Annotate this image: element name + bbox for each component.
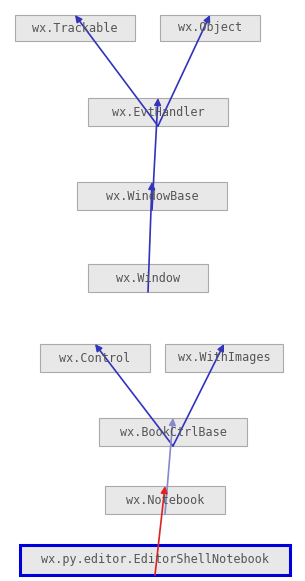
FancyBboxPatch shape: [15, 15, 135, 41]
FancyBboxPatch shape: [165, 344, 283, 372]
FancyBboxPatch shape: [40, 344, 150, 372]
FancyBboxPatch shape: [160, 15, 260, 41]
Text: wx.Window: wx.Window: [116, 271, 180, 285]
FancyBboxPatch shape: [105, 486, 225, 514]
FancyBboxPatch shape: [20, 545, 290, 575]
Text: wx.Control: wx.Control: [59, 352, 131, 364]
Text: wx.EvtHandler: wx.EvtHandler: [112, 106, 204, 119]
FancyBboxPatch shape: [88, 264, 208, 292]
Text: wx.WithImages: wx.WithImages: [178, 352, 270, 364]
FancyBboxPatch shape: [99, 418, 247, 446]
Text: wx.py.editor.EditorShellNotebook: wx.py.editor.EditorShellNotebook: [41, 554, 269, 566]
Text: wx.Notebook: wx.Notebook: [126, 493, 204, 507]
FancyBboxPatch shape: [77, 182, 227, 210]
FancyBboxPatch shape: [88, 98, 228, 126]
Text: wx.BookCtrlBase: wx.BookCtrlBase: [120, 425, 226, 439]
Text: wx.Object: wx.Object: [178, 21, 242, 34]
Text: wx.Trackable: wx.Trackable: [32, 21, 118, 34]
Text: wx.WindowBase: wx.WindowBase: [106, 189, 198, 203]
